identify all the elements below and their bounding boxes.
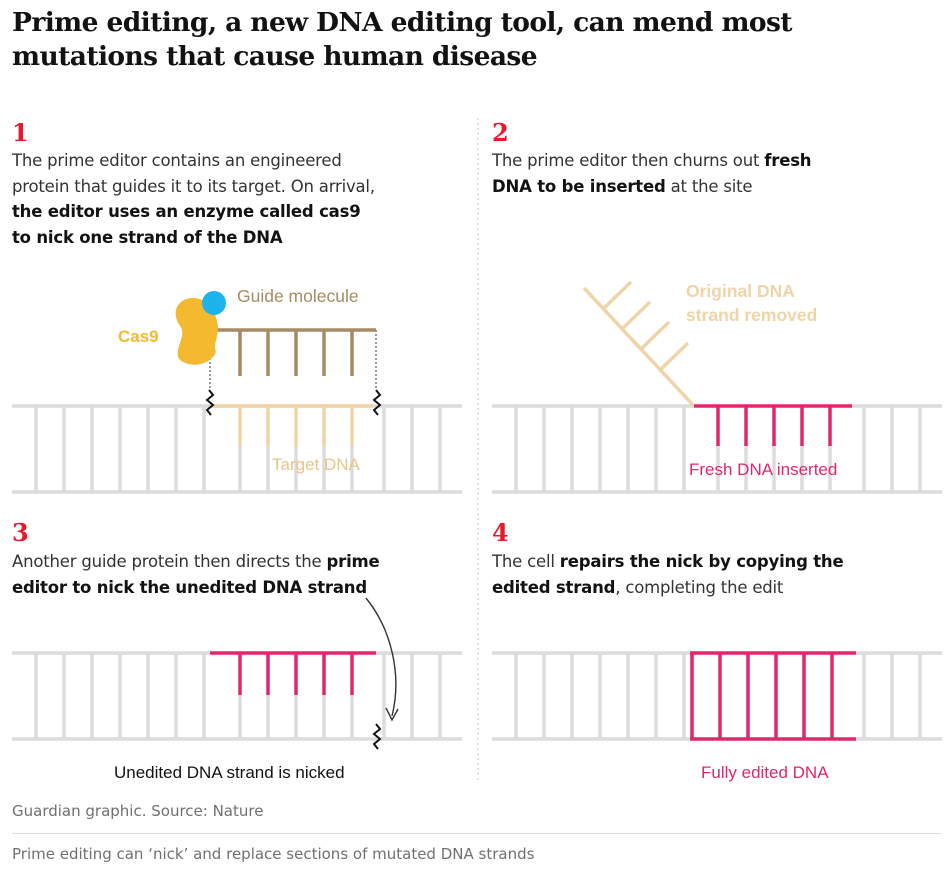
step-2-text: The prime editor then churns out bbox=[492, 151, 765, 170]
fully-edited-dna-segment bbox=[690, 651, 856, 741]
diagram-artwork: Guide molecule Cas9 Target DNA bbox=[12, 118, 942, 782]
step-1-number: 1 bbox=[12, 118, 29, 147]
fresh-dna-strand bbox=[694, 404, 852, 446]
step-3-text: Another guide protein then directs the bbox=[12, 552, 327, 571]
label-target-dna: Target DNA bbox=[272, 455, 361, 474]
panel-4-dna: Fully edited DNA bbox=[492, 651, 942, 782]
nick-mark-icon bbox=[205, 389, 215, 416]
dna-rungs bbox=[34, 653, 442, 739]
page-title: Prime editing, a new DNA editing tool, c… bbox=[12, 7, 793, 72]
step-1-description: The prime editor contains an engineered … bbox=[12, 148, 384, 250]
step-3-emphasis: prime editor to nick the unedited DNA st… bbox=[12, 552, 380, 597]
original-strand-removed bbox=[582, 280, 696, 408]
dna-rails bbox=[12, 404, 462, 494]
nick-mark-icon bbox=[372, 723, 382, 750]
step-4-emphasis: repairs the nick by copying the edited s… bbox=[492, 552, 844, 597]
dna-rungs bbox=[514, 653, 922, 739]
step-2-text-end: at the site bbox=[665, 176, 753, 196]
cas9-enzyme-shape bbox=[175, 298, 218, 365]
label-fresh-dna-inserted: Fresh DNA inserted bbox=[689, 460, 837, 479]
label-cas9: Cas9 bbox=[118, 327, 159, 346]
label-guide-molecule: Guide molecule bbox=[237, 286, 359, 306]
label-original-dna: Original DNA bbox=[686, 281, 795, 301]
panel-2-dna: Original DNA strand removed Fresh DNA in… bbox=[492, 280, 942, 494]
dna-rungs bbox=[34, 406, 442, 492]
figure-caption: Prime editing can ‘nick’ and replace sec… bbox=[12, 845, 535, 863]
step-1-text: The prime editor contains an engineered … bbox=[12, 151, 375, 196]
label-unedited-strand-nicked: Unedited DNA strand is nicked bbox=[114, 763, 345, 782]
arrowhead-icon bbox=[385, 707, 399, 722]
nick-mark-icon bbox=[372, 389, 382, 416]
panel-1-dna: Guide molecule Cas9 Target DNA bbox=[12, 286, 462, 494]
source-credit: Guardian graphic. Source: Nature bbox=[12, 802, 264, 820]
step-2-description: The prime editor then churns out fresh D… bbox=[492, 148, 852, 199]
step-3-number: 3 bbox=[12, 518, 29, 547]
step-3-description: Another guide protein then directs the p… bbox=[12, 549, 432, 600]
target-dna-strand bbox=[213, 404, 373, 446]
dna-rungs bbox=[514, 406, 922, 492]
inserted-pink-strand bbox=[210, 651, 376, 695]
step-4-description: The cell repairs the nick by copying the… bbox=[492, 549, 852, 600]
step-4-text-end: , completing the edit bbox=[615, 577, 784, 597]
panel-3-dna: Unedited DNA strand is nicked bbox=[12, 597, 462, 782]
dna-rails bbox=[492, 651, 942, 741]
label-fully-edited-dna: Fully edited DNA bbox=[701, 763, 829, 782]
guide-molecule bbox=[210, 328, 376, 376]
step-1-emphasis: the editor uses an enzyme called cas9 to… bbox=[12, 202, 361, 247]
curved-arrow-icon bbox=[365, 597, 397, 717]
caption-divider bbox=[12, 833, 942, 834]
step-4-text: The cell bbox=[492, 552, 560, 571]
step-2-number: 2 bbox=[492, 118, 509, 147]
label-strand-removed: strand removed bbox=[686, 305, 817, 325]
step-2-emphasis: fresh DNA to be inserted bbox=[492, 151, 812, 196]
step-4-number: 4 bbox=[492, 518, 509, 547]
guide-molecule-head-icon bbox=[202, 291, 226, 315]
